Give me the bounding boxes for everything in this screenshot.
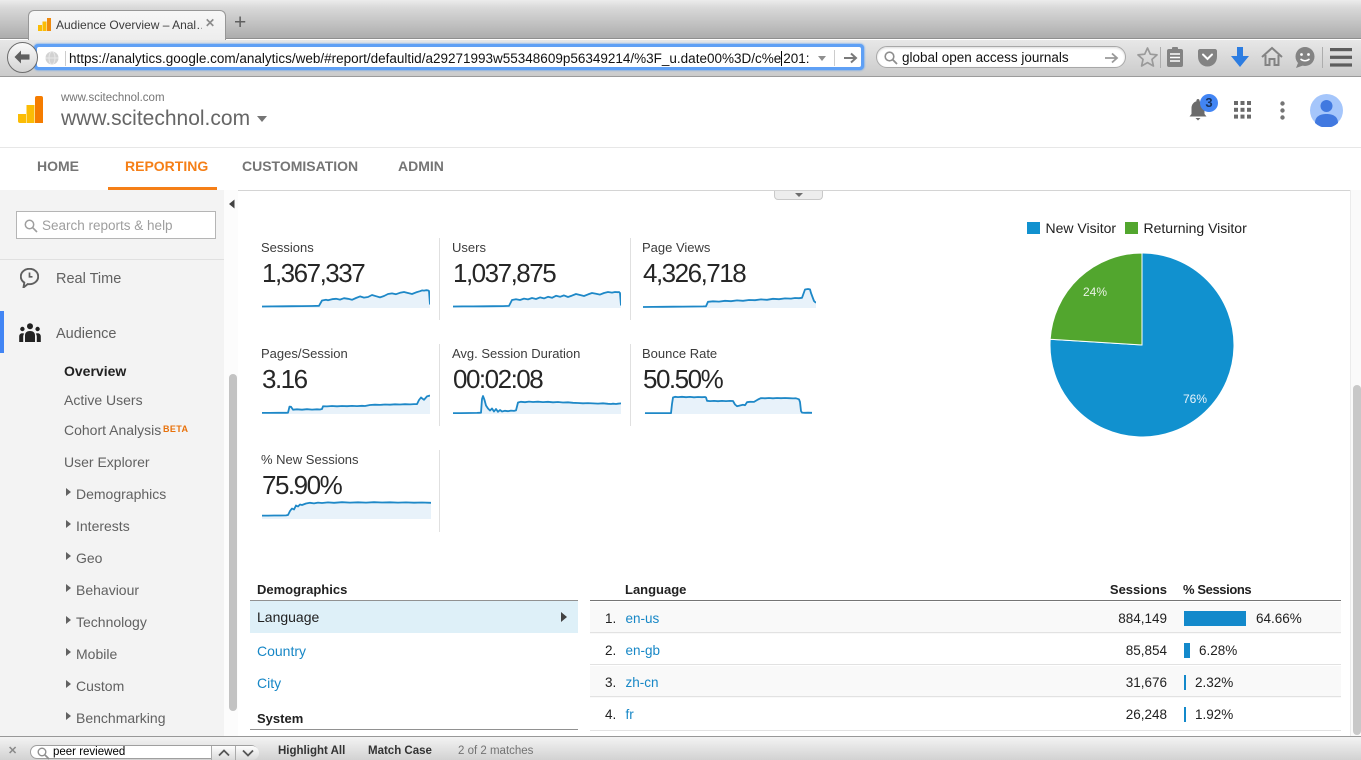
svg-text:76%: 76% bbox=[1183, 392, 1207, 406]
svg-text:24%: 24% bbox=[1083, 285, 1107, 299]
